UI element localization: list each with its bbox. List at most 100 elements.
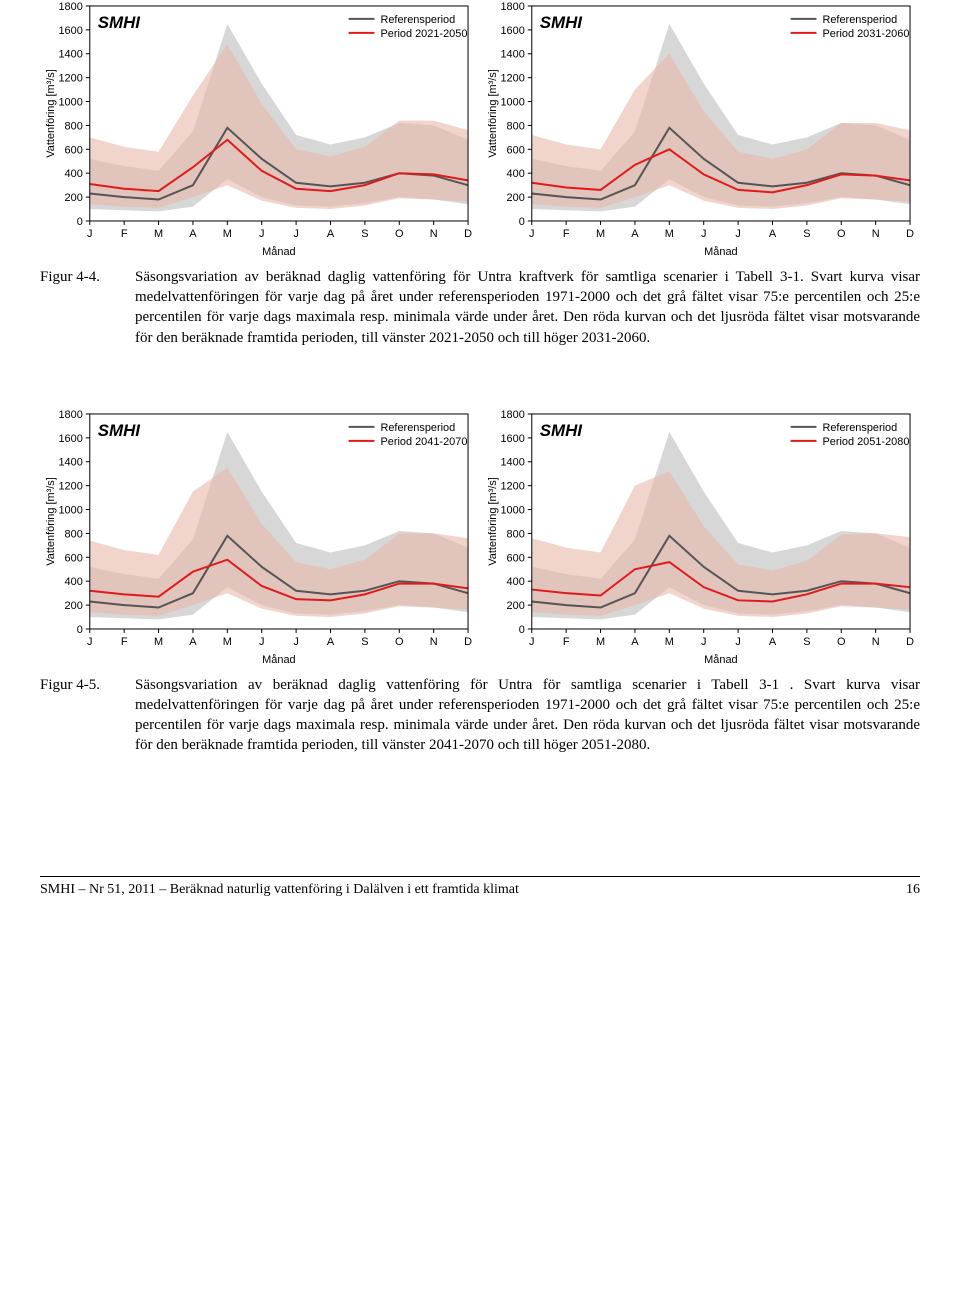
ytick-label: 1000 bbox=[500, 97, 524, 109]
ytick-label: 800 bbox=[65, 120, 83, 132]
fig44-left-chart: 020040060080010001200140016001800JFMAMJJ… bbox=[40, 0, 478, 259]
xtick-label: A bbox=[769, 228, 777, 240]
xtick-label: J bbox=[529, 636, 534, 648]
xtick-label: A bbox=[631, 228, 639, 240]
xtick-label: M bbox=[223, 636, 232, 648]
ytick-label: 1200 bbox=[58, 73, 82, 85]
ytick-label: 600 bbox=[65, 552, 83, 564]
xtick-label: J bbox=[735, 636, 740, 648]
xtick-label: F bbox=[563, 636, 570, 648]
xtick-label: M bbox=[665, 228, 674, 240]
ytick-label: 1600 bbox=[58, 25, 82, 37]
ytick-label: 1200 bbox=[500, 73, 524, 85]
ytick-label: 1600 bbox=[500, 25, 524, 37]
xtick-label: N bbox=[872, 636, 880, 648]
ytick-label: 1000 bbox=[500, 504, 524, 516]
xlabel: Månad bbox=[262, 654, 295, 666]
xtick-label: M bbox=[154, 228, 163, 240]
xtick-label: A bbox=[327, 636, 335, 648]
figure-4-4-caption: Figur 4-4. Säsongsvariation av beräknad … bbox=[40, 267, 920, 348]
fig45-text: Säsongsvariation av beräknad daglig vatt… bbox=[135, 675, 920, 756]
xtick-label: J bbox=[293, 228, 298, 240]
xtick-label: F bbox=[563, 228, 570, 240]
ytick-label: 1800 bbox=[58, 409, 82, 421]
legend-period-label: Period 2041-2070 bbox=[380, 436, 467, 448]
ytick-label: 600 bbox=[65, 144, 83, 156]
xtick-label: J bbox=[259, 636, 264, 648]
fig44-right-chart: 020040060080010001200140016001800JFMAMJJ… bbox=[482, 0, 920, 259]
ytick-label: 400 bbox=[507, 576, 525, 588]
xtick-label: O bbox=[395, 636, 404, 648]
ytick-label: 1600 bbox=[58, 433, 82, 445]
legend-period-label: Period 2031-2060 bbox=[822, 28, 909, 40]
xtick-label: J bbox=[87, 228, 92, 240]
xtick-label: M bbox=[596, 636, 605, 648]
ytick-label: 1600 bbox=[500, 433, 524, 445]
ylabel: Vattenföring [m³/s] bbox=[487, 69, 499, 158]
xtick-label: N bbox=[430, 228, 438, 240]
xtick-label: S bbox=[361, 636, 368, 648]
xtick-label: O bbox=[837, 636, 846, 648]
ytick-label: 800 bbox=[65, 528, 83, 540]
fig45-right-chart: 020040060080010001200140016001800JFMAMJJ… bbox=[482, 408, 920, 667]
ytick-label: 600 bbox=[507, 144, 525, 156]
xtick-label: A bbox=[769, 636, 777, 648]
smhi-logo: SMHI bbox=[540, 13, 583, 32]
ytick-label: 400 bbox=[65, 168, 83, 180]
ylabel: Vattenföring [m³/s] bbox=[45, 69, 57, 158]
xtick-label: D bbox=[464, 636, 472, 648]
ytick-label: 400 bbox=[65, 576, 83, 588]
xtick-label: J bbox=[701, 228, 706, 240]
ytick-label: 1800 bbox=[500, 1, 524, 13]
xtick-label: J bbox=[87, 636, 92, 648]
ytick-label: 1800 bbox=[500, 409, 524, 421]
xtick-label: J bbox=[735, 228, 740, 240]
xtick-label: J bbox=[701, 636, 706, 648]
ytick-label: 200 bbox=[65, 192, 83, 204]
xtick-label: S bbox=[803, 228, 810, 240]
xtick-label: M bbox=[154, 636, 163, 648]
xtick-label: J bbox=[529, 228, 534, 240]
ytick-label: 0 bbox=[77, 624, 83, 636]
xtick-label: S bbox=[803, 636, 810, 648]
footer-rule bbox=[40, 876, 920, 877]
fig44-text: Säsongsvariation av beräknad daglig vatt… bbox=[135, 267, 920, 348]
legend-ref-label: Referensperiod bbox=[380, 422, 455, 434]
xtick-label: J bbox=[259, 228, 264, 240]
fig45-label: Figur 4-5. bbox=[40, 675, 135, 756]
xtick-label: D bbox=[464, 228, 472, 240]
xtick-label: N bbox=[872, 228, 880, 240]
ytick-label: 1400 bbox=[58, 457, 82, 469]
ytick-label: 400 bbox=[507, 168, 525, 180]
xtick-label: M bbox=[223, 228, 232, 240]
period-band bbox=[90, 44, 468, 209]
ytick-label: 800 bbox=[507, 528, 525, 540]
ytick-label: 1400 bbox=[58, 49, 82, 61]
figure-4-5-charts: 0 200 400 600 800 1000 1200 1400 1600 1800 J F M A M J J… bbox=[40, 408, 920, 667]
footer-left: SMHI – Nr 51, 2011 – Beräknad naturlig v… bbox=[40, 881, 519, 900]
ytick-label: 600 bbox=[507, 552, 525, 564]
figure-4-5-caption: Figur 4-5. Säsongsvariation av beräknad … bbox=[40, 675, 920, 756]
xtick-label: O bbox=[395, 228, 404, 240]
ytick-label: 1200 bbox=[500, 480, 524, 492]
xtick-label: S bbox=[361, 228, 368, 240]
legend-ref-label: Referensperiod bbox=[380, 14, 455, 26]
xtick-label: O bbox=[837, 228, 846, 240]
page-footer: SMHI – Nr 51, 2011 – Beräknad naturlig v… bbox=[40, 881, 920, 912]
xtick-label: N bbox=[430, 636, 438, 648]
legend-period-label: Period 2051-2080 bbox=[822, 436, 909, 448]
xtick-label: J bbox=[293, 636, 298, 648]
smhi-logo: SMHI bbox=[98, 421, 141, 440]
ytick-label: 1000 bbox=[58, 504, 82, 516]
xtick-label: D bbox=[906, 636, 914, 648]
ytick-label: 200 bbox=[507, 600, 525, 612]
fig45-left-chart: 020040060080010001200140016001800JFMAMJJ… bbox=[40, 408, 478, 667]
xtick-label: A bbox=[189, 228, 197, 240]
ytick-label: 0 bbox=[519, 624, 525, 636]
ylabel: Vattenföring [m³/s] bbox=[45, 477, 57, 566]
legend-period-label: Period 2021-2050 bbox=[380, 28, 467, 40]
ytick-label: 1200 bbox=[58, 480, 82, 492]
ytick-label: 1000 bbox=[58, 97, 82, 109]
footer-right: 16 bbox=[906, 881, 920, 900]
fig44-label: Figur 4-4. bbox=[40, 267, 135, 348]
